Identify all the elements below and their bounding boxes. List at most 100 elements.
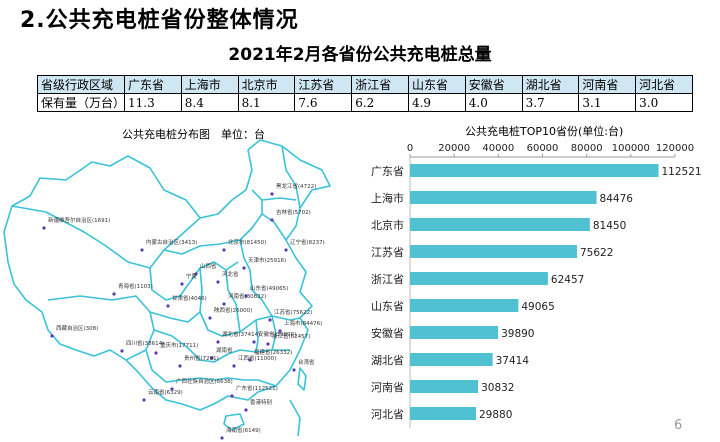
bar-value-label: 81450 xyxy=(593,220,626,232)
map-province-label: 台湾省 xyxy=(298,358,315,366)
map-city-dot xyxy=(154,351,158,355)
map-outline xyxy=(3,139,331,411)
table-header-cell: 上海市 xyxy=(180,75,239,94)
map-province-label: 江西省(11000) xyxy=(238,354,276,362)
map-province-label: 黑龙江省(4722) xyxy=(276,182,316,190)
map-city-dot xyxy=(208,316,212,320)
bar xyxy=(410,218,590,231)
x-tick-label: 100000 xyxy=(612,143,650,154)
map-province-label: 重庆市(17711) xyxy=(160,341,198,349)
map-city-dot xyxy=(244,294,248,298)
map-province-label: 山东省(49065) xyxy=(250,284,288,292)
x-tick-label: 40000 xyxy=(482,143,514,154)
map-province-border xyxy=(47,295,155,361)
map-city-dot xyxy=(230,394,234,398)
table-value-row: 保有量（万台） 11.3 8.4 8.1 7.6 6.2 4.9 4.0 3.7… xyxy=(37,93,693,112)
map-city-dot xyxy=(278,329,282,333)
map-city-dot xyxy=(210,356,214,360)
map-province-label: 香港特别 xyxy=(250,398,272,406)
category-label: 广东省 xyxy=(371,165,404,178)
category-label: 北京市 xyxy=(371,218,404,232)
map-title: 公共充电桩分布图 单位：台 xyxy=(122,128,265,141)
map-province-label: 贵州省(7201) xyxy=(184,354,219,362)
chart-title: 公共充电桩TOP10省份(单位:台) xyxy=(465,125,624,138)
map-province-label: 湖北省(37414) xyxy=(222,330,260,338)
table-header-row: 省级行政区域 广东省 上海市 北京市 江苏省 浙江省 山东省 安徽省 湖北省 河… xyxy=(37,75,693,94)
map-city-dot xyxy=(216,340,220,344)
table-value-cell: 11.3 xyxy=(124,93,182,112)
map-city-dot xyxy=(266,342,270,346)
map-province-label: 青海省(1103) xyxy=(118,282,153,290)
map-province-border xyxy=(271,315,277,351)
bar-value-label: 84476 xyxy=(600,193,634,205)
map-province-border xyxy=(261,197,297,201)
map-island-taiwan xyxy=(297,367,307,391)
map-city-dot xyxy=(220,436,224,440)
map-city-dot xyxy=(248,358,252,362)
map-city-dot xyxy=(42,226,46,230)
map-province-border xyxy=(199,267,301,337)
map-city-dot xyxy=(242,266,246,270)
x-tick-label: 20000 xyxy=(438,143,470,154)
bar xyxy=(410,272,548,285)
map-city-dot xyxy=(194,272,198,276)
map-province-border xyxy=(261,213,287,241)
map-province-label: 广东省(112521) xyxy=(236,384,278,392)
section-title: 2.公共充电桩省份整体情况 xyxy=(20,8,299,33)
bar-value-label: 39890 xyxy=(501,328,534,340)
map-city-dot xyxy=(284,248,288,252)
category-label: 河北省 xyxy=(371,408,404,421)
bar-value-label: 112521 xyxy=(661,166,701,178)
bar-value-label: 75622 xyxy=(580,247,613,259)
bar xyxy=(410,353,493,366)
map-city-dot xyxy=(178,364,182,368)
bar xyxy=(410,407,476,420)
map-province-border xyxy=(225,269,241,333)
table-header-cell: 河北省 xyxy=(635,75,693,94)
map-province-border xyxy=(145,349,277,387)
map-province-label: 辽宁省(8237) xyxy=(290,238,325,246)
category-label: 安徽省 xyxy=(371,326,404,340)
map-city-dot xyxy=(112,292,116,296)
bar-value-label: 62457 xyxy=(551,274,584,286)
table-header-cell: 江苏省 xyxy=(294,75,353,94)
bar-value-label: 29880 xyxy=(479,409,512,421)
map-province-label: 湖南省 xyxy=(216,346,233,354)
map-city-dot xyxy=(50,334,54,338)
map-city-dot xyxy=(232,364,236,368)
map-province-label: 云南省(6329) xyxy=(148,388,183,396)
category-label: 上海市 xyxy=(371,191,404,205)
map-province-label: 天津市(25916) xyxy=(248,256,286,264)
map-province-label: 新疆维吾尔自治区(1691) xyxy=(48,216,110,224)
map-province-label: 江苏省(75622) xyxy=(274,308,312,316)
page-number: 6 xyxy=(674,418,683,433)
map-city-dot xyxy=(270,218,274,222)
summary-table: 省级行政区域 广东省 上海市 北京市 江苏省 浙江省 山东省 安徽省 湖北省 河… xyxy=(37,75,693,112)
table-header-cell: 湖北省 xyxy=(521,75,580,94)
map-city-dot xyxy=(268,318,272,322)
bar xyxy=(410,164,659,177)
category-label: 河南省 xyxy=(371,381,404,394)
map-province-label: 四川省(38614) xyxy=(126,339,164,347)
map-province-label: 陕西省(26000) xyxy=(214,306,252,314)
map-city-dot xyxy=(142,398,146,402)
x-tick-label: 120000 xyxy=(656,143,694,154)
bar xyxy=(410,326,499,339)
map-province-label: 福建省(26332) xyxy=(254,348,292,356)
map-city-dot xyxy=(292,368,296,372)
map-province-label: 山西省 xyxy=(200,262,217,270)
category-label: 浙江省 xyxy=(371,273,404,286)
map-province-border xyxy=(149,261,239,301)
category-label: 湖北省 xyxy=(371,354,404,367)
bar xyxy=(410,191,597,204)
map-city-dot xyxy=(270,192,274,196)
table-row-label: 保有量（万台） xyxy=(37,93,125,112)
map-province-label: 广西壮族自治区(6638) xyxy=(176,377,233,385)
x-tick-label: 0 xyxy=(407,143,413,154)
table-title: 2021年2月各省份公共充电桩总量 xyxy=(228,45,492,65)
map-city-dot xyxy=(244,408,248,412)
bar xyxy=(410,380,479,393)
bar-value-label: 30832 xyxy=(481,382,514,394)
bar xyxy=(410,299,519,312)
table-value-cell: 3.7 xyxy=(521,93,580,112)
